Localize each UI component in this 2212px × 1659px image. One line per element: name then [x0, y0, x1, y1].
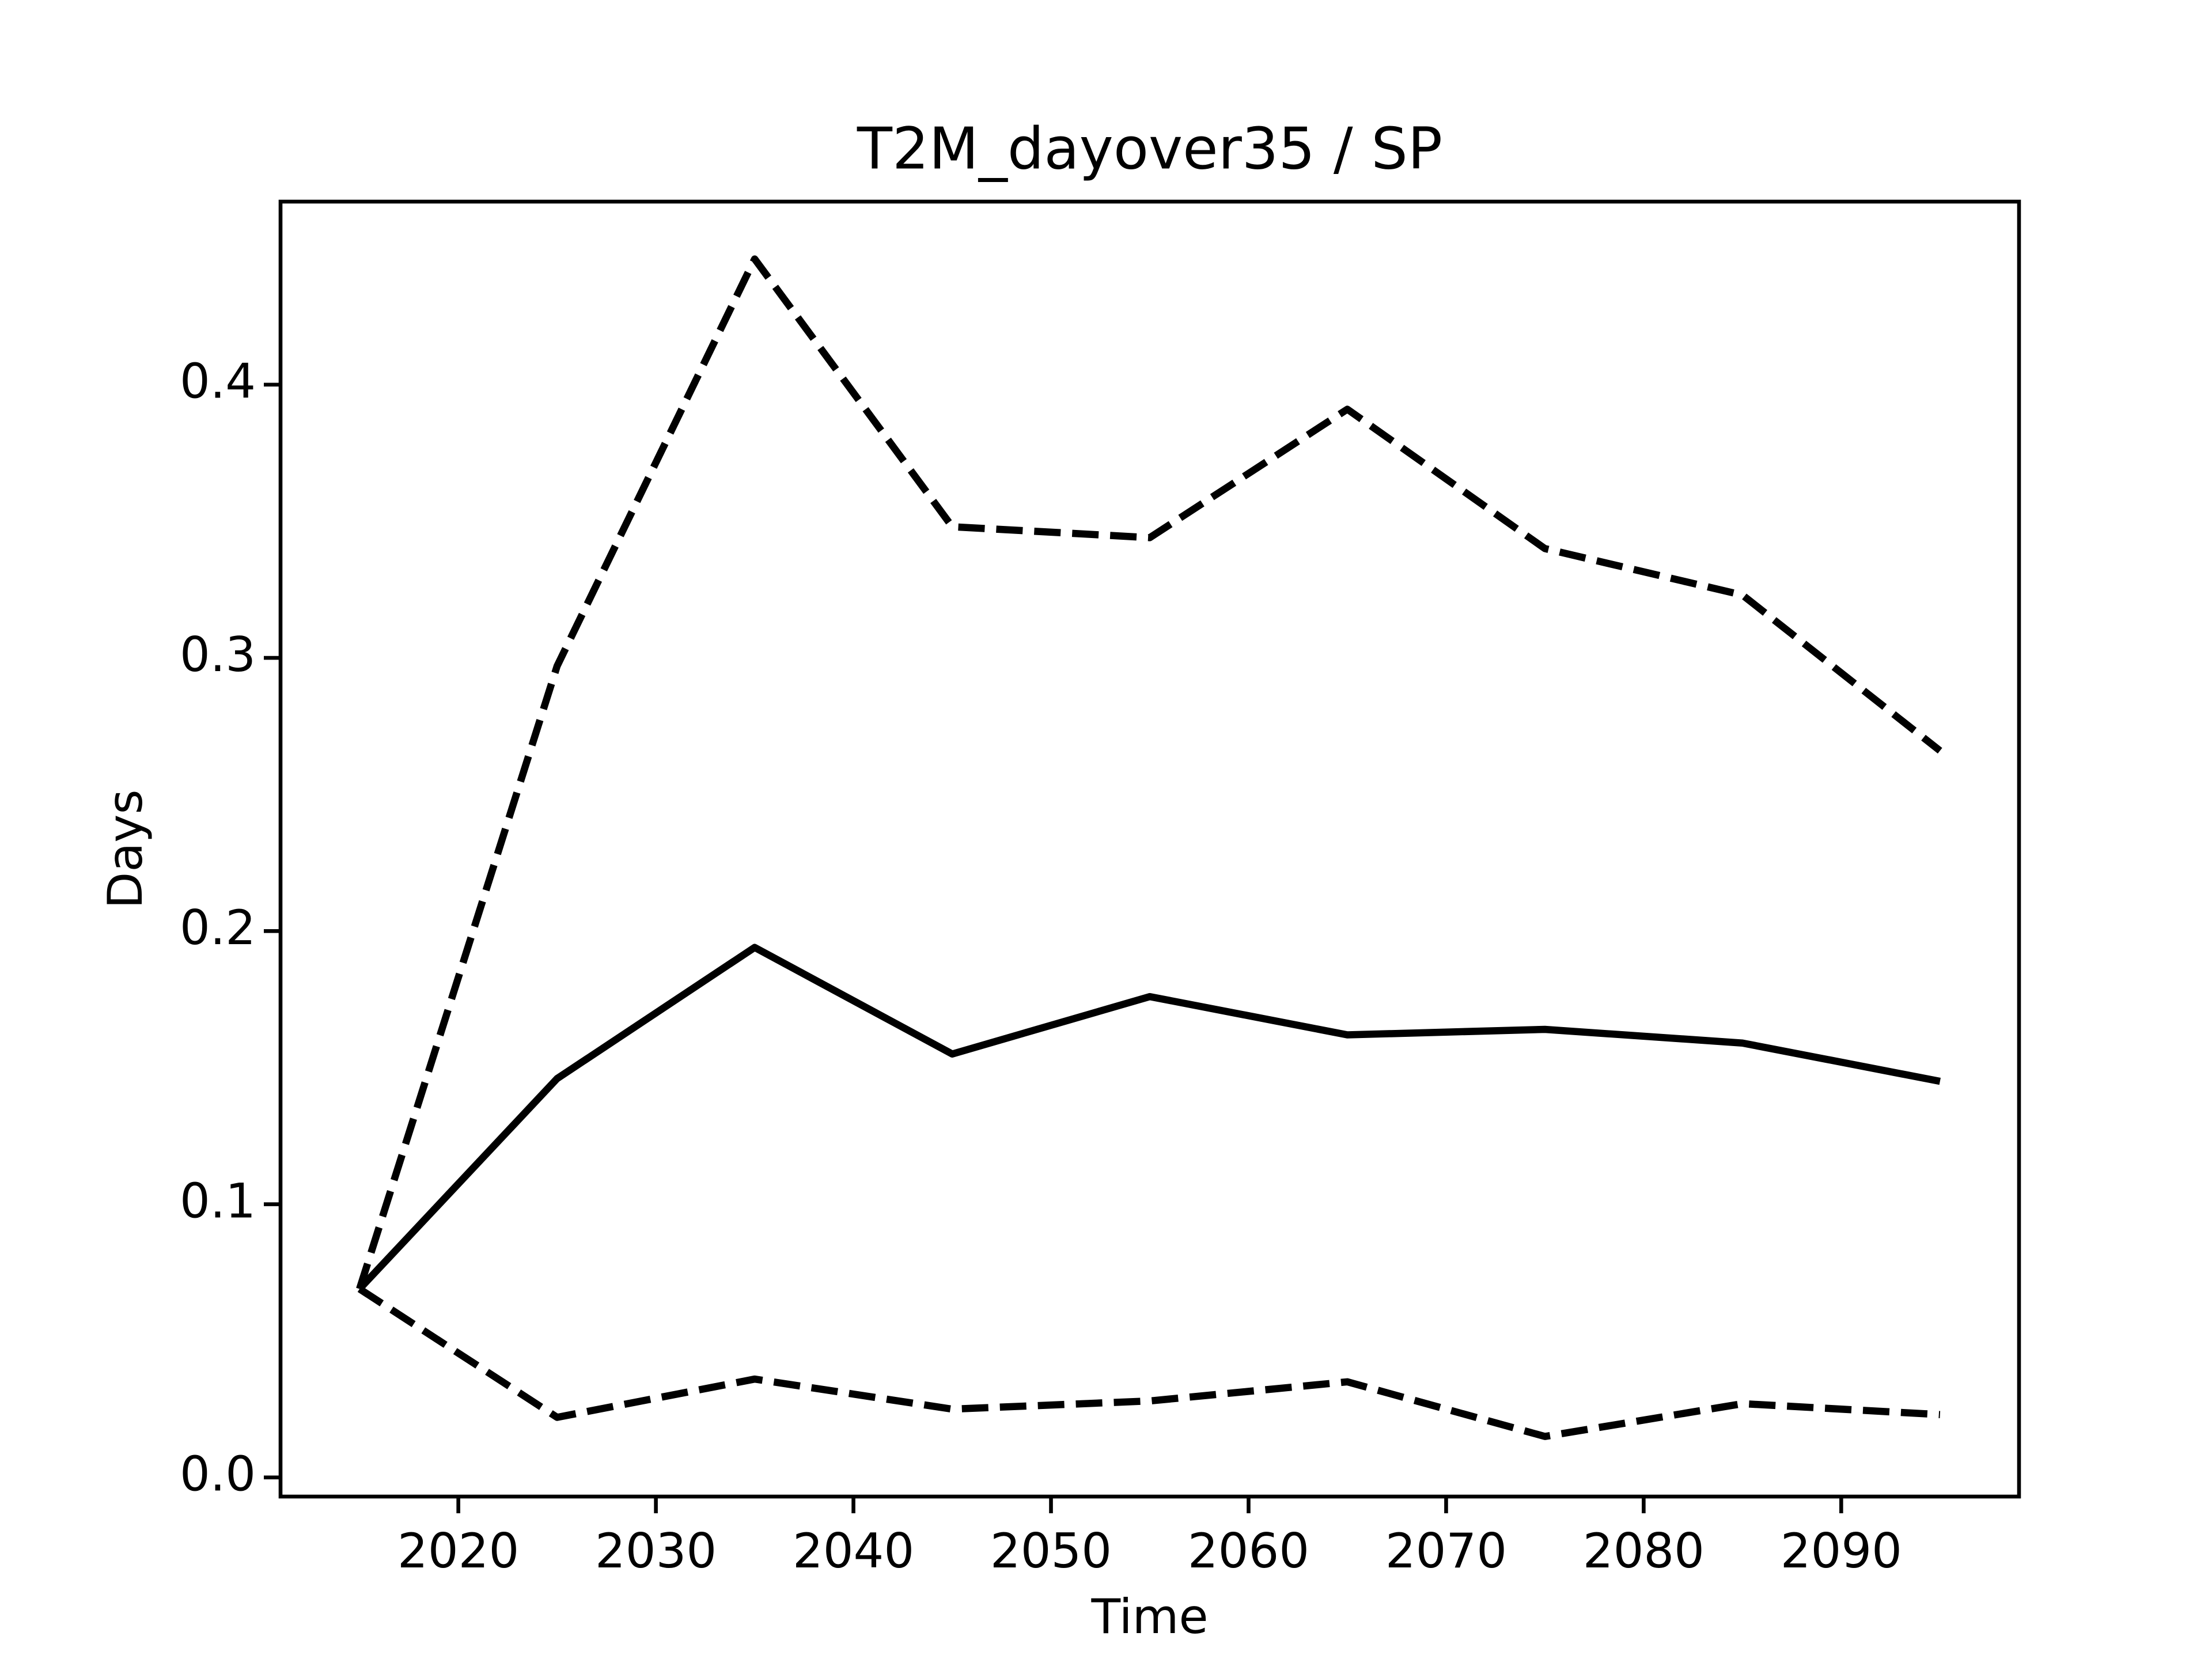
- x-tick-label: 2050: [990, 1523, 1112, 1579]
- y-tick-label: 0.0: [180, 1446, 256, 1502]
- y-tick-label: 0.2: [180, 900, 256, 956]
- x-tick-label: 2020: [397, 1523, 519, 1579]
- y-tick-label: 0.3: [180, 627, 256, 683]
- x-tick-label: 2030: [595, 1523, 717, 1579]
- x-tick-label: 2080: [1583, 1523, 1705, 1579]
- plot-frame: [278, 199, 2021, 1499]
- series-line: [357, 1286, 1941, 1440]
- y-tick-label: 0.4: [180, 354, 256, 410]
- series-line: [356, 255, 1942, 1290]
- series-line: [357, 944, 1941, 1291]
- x-tick-label: 2070: [1385, 1523, 1507, 1579]
- chart-title: T2M_dayover35 / SP: [857, 115, 1442, 182]
- y-tick-label: 0.1: [180, 1173, 256, 1229]
- x-tick-label: 2040: [793, 1523, 914, 1579]
- x-axis-label: Time: [1090, 1589, 1208, 1645]
- y-axis-label: Days: [97, 789, 153, 908]
- x-tick-label: 2060: [1188, 1523, 1309, 1579]
- x-tick-label: 2090: [1781, 1523, 1902, 1579]
